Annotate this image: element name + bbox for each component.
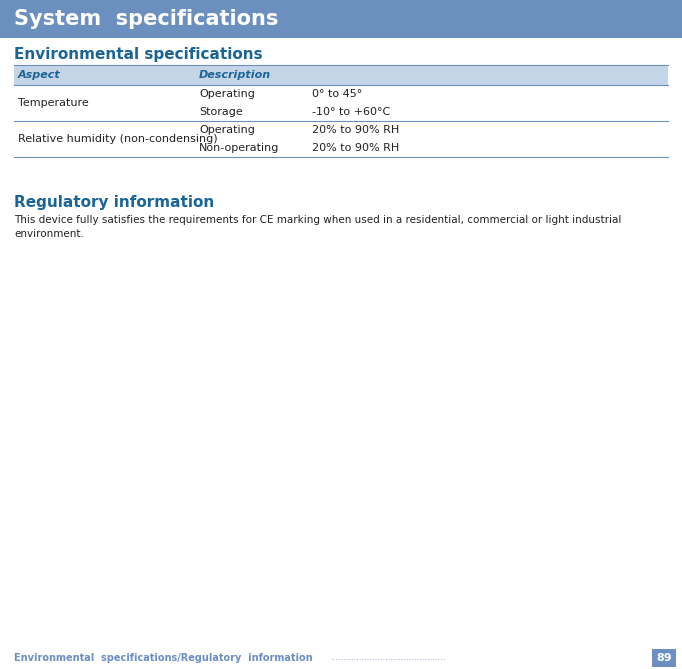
Text: environment.: environment.	[14, 229, 84, 239]
Text: -10° to +60°C: -10° to +60°C	[312, 107, 390, 117]
Text: 0° to 45°: 0° to 45°	[312, 89, 362, 99]
Text: Description: Description	[199, 70, 271, 80]
Text: Storage: Storage	[199, 107, 243, 117]
Bar	[652, 649, 676, 667]
Text: System  specifications: System specifications	[14, 9, 278, 29]
Text: Operating: Operating	[199, 89, 255, 99]
Text: Relative humidity (non-condensing): Relative humidity (non-condensing)	[18, 134, 218, 144]
Text: Environmental specifications: Environmental specifications	[14, 47, 263, 62]
Bar	[0, 0, 682, 38]
Bar	[14, 65, 668, 85]
Text: Environmental  specifications/Regulatory  information: Environmental specifications/Regulatory …	[14, 653, 312, 663]
Text: Regulatory information: Regulatory information	[14, 195, 214, 209]
Text: This device fully satisfies the requirements for CE marking when used in a resid: This device fully satisfies the requirem…	[14, 215, 621, 225]
Text: Temperature: Temperature	[18, 98, 89, 108]
Text: Non-operating: Non-operating	[199, 143, 280, 153]
Text: Aspect: Aspect	[18, 70, 61, 80]
Text: Operating: Operating	[199, 125, 255, 135]
Text: 89: 89	[656, 653, 672, 663]
Text: 20% to 90% RH: 20% to 90% RH	[312, 125, 399, 135]
Text: ............................................: ........................................…	[330, 654, 445, 662]
Text: 20% to 90% RH: 20% to 90% RH	[312, 143, 399, 153]
